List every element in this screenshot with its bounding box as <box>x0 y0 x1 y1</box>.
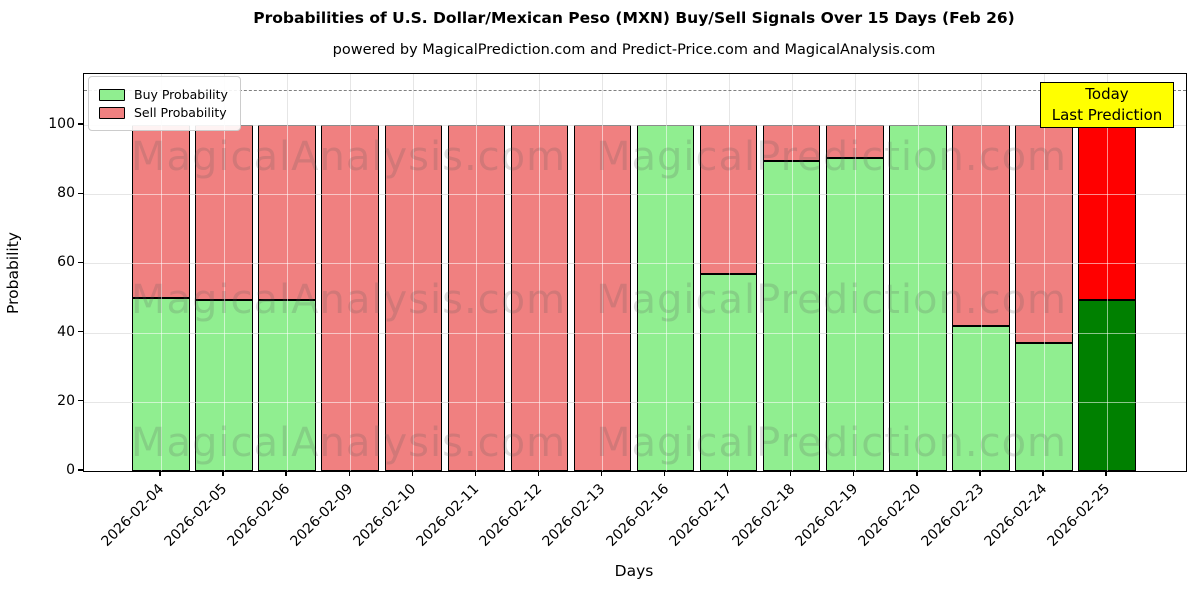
legend-swatch <box>99 106 125 119</box>
y-tick-mark <box>78 261 83 264</box>
x-tick-label: 2026-02-13 <box>539 481 609 550</box>
x-tick-mark <box>1042 471 1044 476</box>
watermark-text: MagicalPrediction.com <box>596 277 1067 323</box>
today-annotation-box: Today Last Prediction <box>1040 82 1174 128</box>
v-gridline-overlay <box>350 74 352 471</box>
legend: Buy Probability Sell Probability <box>88 76 241 131</box>
x-tick-mark <box>790 471 792 476</box>
h-gridline-overlay <box>84 125 1186 126</box>
y-tick-label: 20 <box>57 392 75 409</box>
x-tick-label: 2026-02-05 <box>161 481 231 550</box>
x-tick-mark <box>159 471 161 476</box>
x-tick-mark <box>916 471 918 476</box>
x-tick-label: 2026-02-23 <box>918 481 988 550</box>
h-gridline-overlay <box>84 332 1186 334</box>
v-gridline-overlay <box>476 74 478 471</box>
x-tick-mark <box>348 471 350 476</box>
v-gridline-overlay <box>917 74 919 471</box>
today-annotation-line2: Last Prediction <box>1051 106 1163 124</box>
plot-area: MagicalAnalysis.com MagicalPrediction.com… <box>83 73 1187 472</box>
x-tick-mark <box>726 471 729 476</box>
today-annotation-line1: Today <box>1085 85 1129 103</box>
x-tick-label: 2026-02-12 <box>476 481 546 550</box>
x-axis-label: Days <box>614 562 654 580</box>
x-tick-mark <box>600 471 603 476</box>
y-tick-label: 40 <box>57 323 75 340</box>
x-tick-mark <box>285 471 287 476</box>
watermark-text: MagicalPrediction.com <box>596 420 1067 466</box>
y-tick-label: 80 <box>57 185 75 202</box>
x-tick-mark <box>853 471 855 476</box>
v-gridline-overlay <box>1107 74 1109 471</box>
y-axis-label: Probability <box>4 232 22 314</box>
x-tick-label: 2026-02-20 <box>855 481 925 550</box>
y-tick-label: 100 <box>48 116 75 132</box>
x-tick-label: 2026-02-06 <box>224 481 294 550</box>
v-gridline-overlay <box>854 74 856 471</box>
x-tick-mark <box>474 471 477 476</box>
x-tick-mark <box>537 471 540 476</box>
y-tick-mark <box>78 123 83 125</box>
x-tick-label: 2026-02-09 <box>287 481 357 550</box>
v-gridline-overlay <box>161 74 162 471</box>
v-gridline-overlay <box>287 74 289 471</box>
x-tick-mark <box>411 471 413 476</box>
x-tick-label: 2026-02-17 <box>666 481 735 550</box>
legend-item: Sell Probability <box>99 105 228 120</box>
h-gridline-overlay <box>84 194 1186 196</box>
x-tick-mark <box>222 471 224 476</box>
dashed-threshold-line <box>84 90 1186 92</box>
y-tick-label: 0 <box>66 462 75 478</box>
y-tick-label: 60 <box>57 254 75 271</box>
x-tick-label: 2026-02-18 <box>729 481 799 550</box>
legend-swatch <box>99 88 125 101</box>
y-tick-mark <box>78 192 83 194</box>
x-tick-label: 2026-02-16 <box>603 481 672 550</box>
v-gridline-overlay <box>665 74 667 471</box>
x-tick-mark <box>663 471 666 476</box>
h-gridline-overlay <box>84 401 1186 403</box>
v-gridline-overlay <box>539 74 541 471</box>
v-gridline-overlay <box>791 74 793 471</box>
v-gridline-overlay <box>728 74 730 471</box>
legend-label: Buy Probability <box>134 87 228 102</box>
v-gridline-overlay <box>224 74 226 471</box>
y-tick-mark <box>78 469 83 471</box>
y-tick-mark <box>78 400 83 402</box>
v-gridline-overlay <box>602 74 604 471</box>
chart-subtitle: powered by MagicalPrediction.com and Pre… <box>332 42 936 58</box>
chart-title: Probabilities of U.S. Dollar/Mexican Pes… <box>253 9 1015 27</box>
y-tick-mark <box>78 330 83 333</box>
x-tick-label: 2026-02-25 <box>1044 481 1114 550</box>
legend-label: Sell Probability <box>134 105 227 120</box>
x-tick-label: 2026-02-19 <box>792 481 862 550</box>
watermark-text: MagicalAnalysis.com <box>131 420 567 466</box>
x-tick-mark <box>1105 471 1107 476</box>
h-gridline-overlay <box>84 263 1186 265</box>
x-tick-label: 2026-02-10 <box>350 481 420 550</box>
legend-item: Buy Probability <box>99 87 228 102</box>
x-tick-label: 2026-02-24 <box>981 481 1051 550</box>
v-gridline-overlay <box>980 74 982 471</box>
watermark-text: MagicalPrediction.com <box>596 134 1067 180</box>
watermark-text: MagicalAnalysis.com <box>131 277 567 323</box>
x-tick-label: 2026-02-11 <box>413 481 483 550</box>
v-gridline-overlay <box>1043 74 1045 471</box>
watermark-text: MagicalAnalysis.com <box>131 134 567 180</box>
v-gridline-overlay <box>413 74 415 471</box>
x-tick-mark <box>979 471 981 476</box>
x-tick-label: 2026-02-04 <box>98 481 168 550</box>
